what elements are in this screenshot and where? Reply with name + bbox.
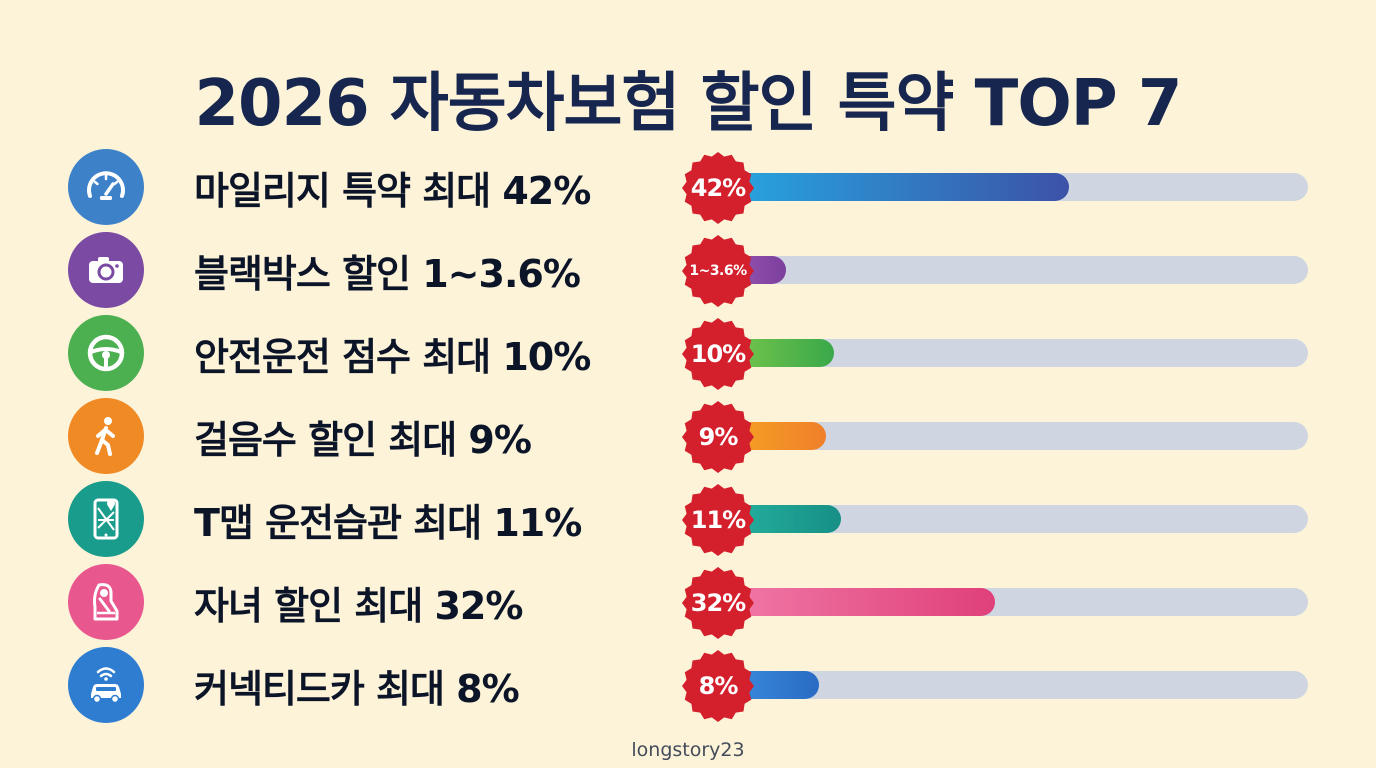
- data-label: 1~3.6%: [689, 263, 747, 279]
- data-label: 8%: [698, 672, 739, 700]
- value-badge: 8%: [682, 650, 754, 722]
- bar-row: 안전운전 점수 최대 10% 10%: [0, 312, 1376, 395]
- bar-track: [720, 256, 1308, 284]
- bar-row: 블랙박스 할인 1~3.6% 1~3.6%: [0, 229, 1376, 312]
- bar-track: [720, 422, 1308, 450]
- speedometer-icon: [68, 149, 144, 225]
- chart-title: 2026 자동차보험 할인 특약 TOP 7: [194, 67, 1183, 141]
- value-badge: 9%: [682, 401, 754, 473]
- child-car-seat-icon: [68, 564, 144, 640]
- category-label: 블랙박스 할인 1~3.6%: [194, 252, 581, 296]
- value-badge: 42%: [682, 152, 754, 224]
- bar-row: T맵 운전습관 최대 11% 11%: [0, 478, 1376, 561]
- category-label: 커넥티드카 최대 8%: [194, 667, 520, 711]
- data-label: 10%: [690, 340, 746, 368]
- bar-row: 걸음수 할인 최대 9% 9%: [0, 395, 1376, 478]
- bar: [720, 173, 1069, 201]
- bar-row: 자녀 할인 최대 32% 32%: [0, 561, 1376, 644]
- bar: [720, 588, 996, 616]
- walking-person-icon: [68, 398, 144, 474]
- value-badge: 11%: [682, 484, 754, 556]
- bar-track: [720, 505, 1308, 533]
- value-badge: 1~3.6%: [682, 235, 754, 307]
- bar-row: 마일리지 특약 최대 42% 42%: [0, 146, 1376, 229]
- value-badge: 10%: [682, 318, 754, 390]
- data-label: 11%: [690, 506, 746, 534]
- connected-car-icon: [68, 647, 144, 723]
- bar-track: [720, 339, 1308, 367]
- bar-track: [720, 588, 1308, 616]
- category-label: T맵 운전습관 최대 11%: [194, 501, 582, 545]
- category-label: 안전운전 점수 최대 10%: [194, 335, 591, 379]
- steering-wheel-icon: [68, 315, 144, 391]
- category-label: 자녀 할인 최대 32%: [194, 584, 523, 628]
- watermark: longstory23: [631, 739, 745, 761]
- bar-track: [720, 173, 1308, 201]
- value-badge: 32%: [682, 567, 754, 639]
- data-label: 42%: [690, 174, 746, 202]
- phone-map-icon: [68, 481, 144, 557]
- bar-row: 커넥티드카 최대 8% 8%: [0, 644, 1376, 727]
- category-label: 걸음수 할인 최대 9%: [194, 418, 532, 462]
- data-label: 32%: [690, 589, 746, 617]
- bar-track: [720, 671, 1308, 699]
- category-label: 마일리지 특약 최대 42%: [194, 169, 591, 213]
- data-label: 9%: [698, 423, 739, 451]
- camera-icon: [68, 232, 144, 308]
